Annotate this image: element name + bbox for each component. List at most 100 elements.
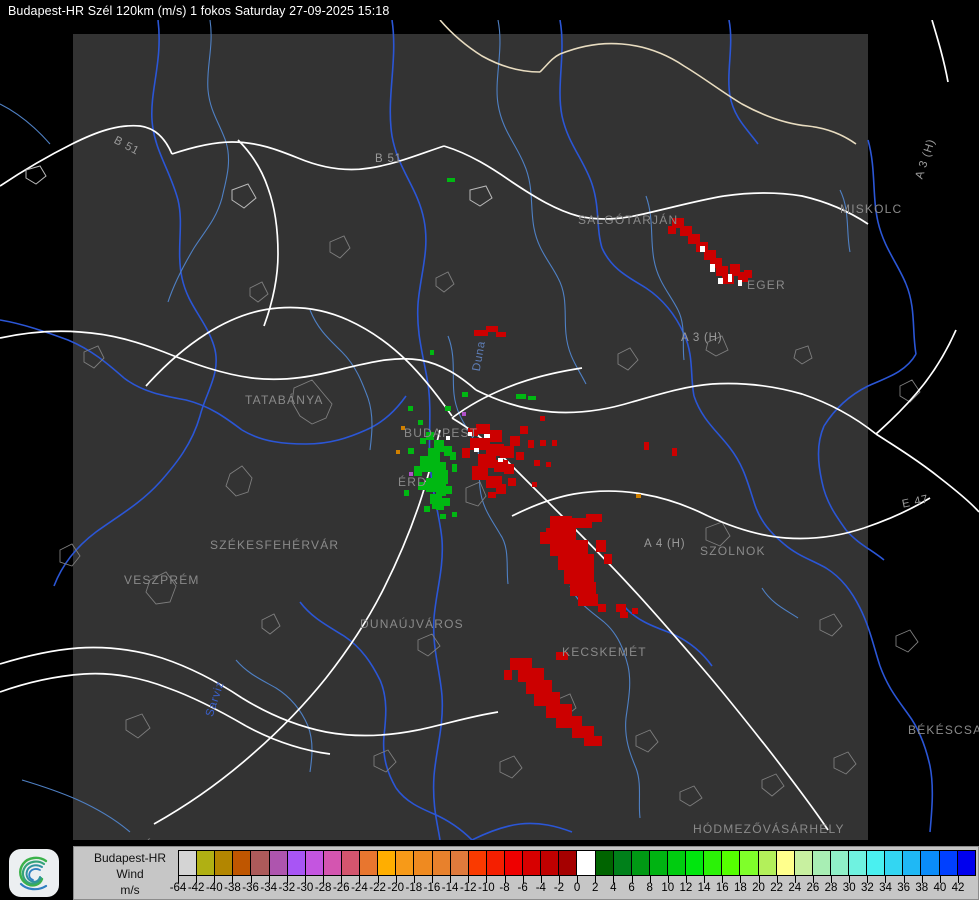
motorway-layer: [0, 20, 979, 831]
legend-swatch-5[interactable]: [268, 850, 287, 876]
legend-tick-mark: [214, 876, 216, 883]
legend-tick-text: 36: [897, 882, 911, 894]
legend-tick-mark: [486, 876, 488, 883]
legend-swatch-40[interactable]: [902, 850, 921, 876]
legend-tick-text: 12: [679, 882, 693, 894]
legend-swatch-33[interactable]: [775, 850, 794, 876]
legend-tick-40: 36: [897, 876, 922, 898]
legend-tick-mark: [939, 876, 941, 883]
legend-swatch-24[interactable]: [612, 850, 631, 876]
legend-swatch-34[interactable]: [793, 850, 812, 876]
legend-swatch-36[interactable]: [829, 850, 849, 876]
color-scale-legend: Budapest-HR Wind m/s -64 -42 -40 -38 -36 -34-…: [73, 846, 979, 900]
legend-tick-mark: [921, 876, 923, 883]
spiral-swirl-logo[interactable]: [8, 848, 60, 898]
legend-tick-text: -32: [278, 882, 296, 894]
legend-swatch-15[interactable]: [449, 850, 468, 876]
legend-tick-32: 20: [752, 876, 777, 898]
legend-swatch-14[interactable]: [431, 850, 450, 876]
legend-tick-text: 30: [842, 882, 856, 894]
legend-tick-38: 32: [861, 876, 885, 898]
legend-tick-text: 32: [860, 882, 874, 894]
city-label-salgotarjan: SALGÓTARJÁN: [578, 213, 679, 227]
legend-swatch-10[interactable]: [359, 850, 378, 876]
legend-swatch-12[interactable]: [395, 850, 414, 876]
legend-tick-1: -42: [188, 876, 214, 898]
legend-swatch-38[interactable]: [866, 850, 885, 876]
legend-swatch-43[interactable]: [956, 850, 976, 876]
legend-tick-mark: [250, 876, 252, 883]
legend-tick-mark: [268, 876, 270, 883]
radar-coverage-extent: [73, 34, 868, 840]
legend-tick-text: 24: [788, 882, 802, 894]
legend-swatch-30[interactable]: [721, 850, 740, 876]
legend-tick-28: 12: [680, 876, 704, 898]
legend-tick-text: -28: [314, 882, 332, 894]
legend-swatch-41[interactable]: [920, 850, 939, 876]
legend-swatch-35[interactable]: [811, 850, 830, 876]
legend-swatch-8[interactable]: [322, 850, 341, 876]
legend-swatch-9[interactable]: [340, 850, 360, 876]
legend-swatch-27[interactable]: [666, 850, 686, 876]
legend-tick-text: 20: [752, 882, 765, 894]
legend-tick-36: 28: [825, 876, 849, 898]
legend-tick-19: -6: [518, 876, 541, 898]
legend-swatch-32[interactable]: [757, 850, 776, 876]
legend-swatch-26[interactable]: [648, 850, 667, 876]
legend-swatch-0[interactable]: [178, 850, 197, 876]
legend-tick-mark: [558, 876, 560, 883]
legend-swatch-37[interactable]: [848, 850, 867, 876]
legend-tick-labels: -64 -42 -40 -38 -36 -34 -32 -30 -28 -26 -24 -22 -20-…: [170, 876, 976, 898]
legend-tick-mark: [341, 876, 343, 883]
radar-map[interactable]: SALGÓTARJÁN MISKOLC EGER TATABÁNYA BUDAP…: [0, 20, 979, 840]
legend-tick-mark: [468, 876, 470, 883]
legend-tick-mark: [685, 876, 687, 883]
legend-tick-mark: [304, 876, 306, 883]
legend-swatch-11[interactable]: [377, 850, 396, 876]
legend-tick-text: 4: [610, 882, 617, 894]
legend-swatch-22[interactable]: [576, 850, 595, 876]
legend-swatch-31[interactable]: [739, 850, 758, 876]
legend-swatch-7[interactable]: [304, 850, 323, 876]
legend-tick-mark: [522, 876, 524, 883]
legend-tick-text: -18: [405, 882, 423, 894]
legend-tick-37: 30: [843, 876, 867, 898]
legend-tick-5: -34: [260, 876, 287, 898]
legend-swatch-4[interactable]: [250, 850, 269, 876]
legend-swatch-28[interactable]: [685, 850, 704, 876]
legend-swatch-29[interactable]: [703, 850, 722, 876]
legend-tick-30: 16: [716, 876, 740, 898]
legend-swatch-6[interactable]: [286, 850, 305, 876]
legend-swatch-2[interactable]: [214, 850, 233, 876]
legend-swatch-25[interactable]: [630, 850, 649, 876]
legend-swatch-13[interactable]: [413, 850, 432, 876]
district-boundary-layer: [59, 235, 921, 807]
legend-swatch-23[interactable]: [594, 850, 613, 876]
legend-swatch-42[interactable]: [938, 850, 957, 876]
legend-tick-mark: [413, 876, 415, 883]
legend-tick-25: 6: [628, 876, 650, 898]
legend-swatch-20[interactable]: [540, 850, 559, 876]
legend-tick-mark: [649, 876, 651, 883]
legend-tick-mark: [431, 876, 433, 883]
legend-swatch-18[interactable]: [503, 850, 523, 876]
legend-swatch-16[interactable]: [467, 850, 486, 876]
legend-tick-text: 22: [770, 882, 784, 894]
legend-tick-text: 28: [824, 882, 838, 894]
legend-swatch-3[interactable]: [232, 850, 251, 876]
legend-swatch-21[interactable]: [558, 850, 577, 876]
legend-tick-mark: [776, 876, 778, 883]
city-label-tatabanya: TATABÁNYA: [245, 393, 324, 407]
legend-swatch-1[interactable]: [196, 850, 215, 876]
legend-swatch-17[interactable]: [485, 850, 504, 876]
legend-tick-35: 26: [807, 876, 831, 898]
legend-tick-text: -6: [517, 882, 528, 894]
legend-swatch-39[interactable]: [884, 850, 903, 876]
legend-swatch-19[interactable]: [522, 850, 541, 876]
legend-tick-text: -40: [205, 882, 223, 894]
legend-tick-mark: [849, 876, 851, 883]
legend-color-swatches[interactable]: [178, 850, 976, 876]
legend-tick-2: -40: [206, 876, 232, 898]
legend-tick-0: -64: [170, 876, 196, 898]
legend-tick-text: -10: [478, 882, 495, 894]
